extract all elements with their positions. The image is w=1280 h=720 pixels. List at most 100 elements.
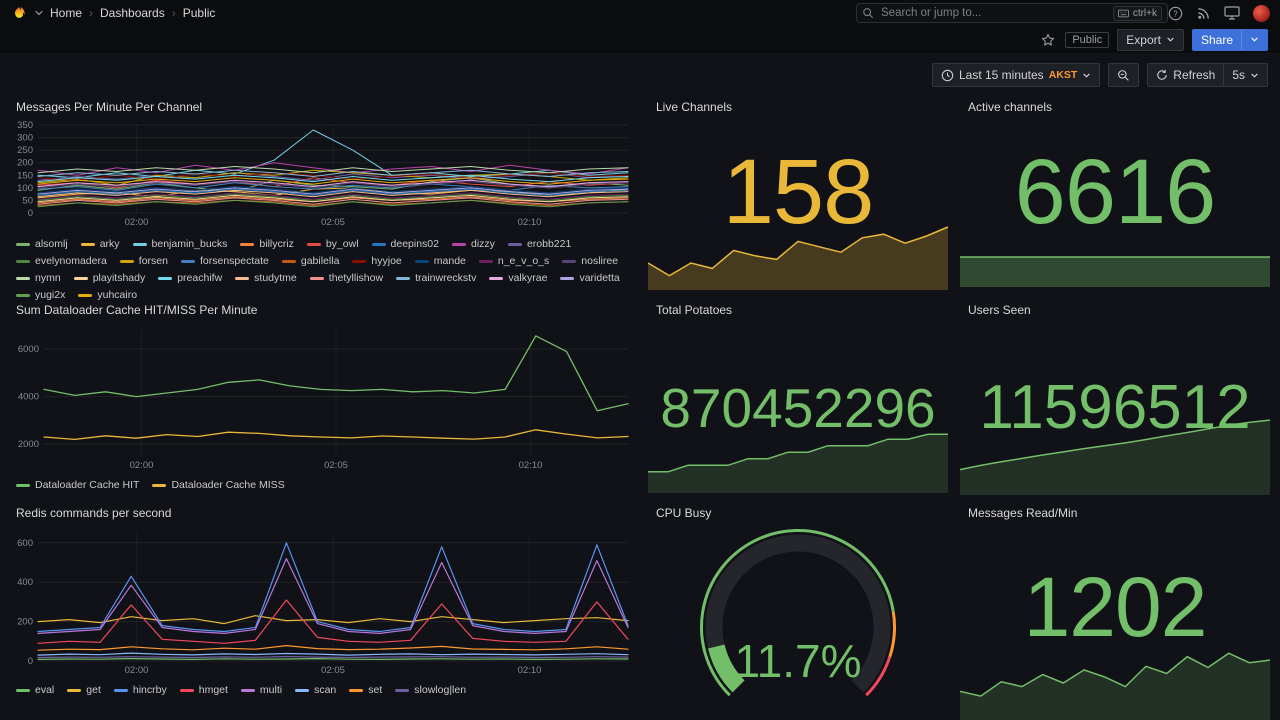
legend-label: dizzy [471, 238, 495, 250]
legend-item[interactable]: trainwreckstv [396, 271, 476, 285]
legend-item[interactable]: set [349, 683, 382, 697]
legend-item[interactable]: arky [80, 237, 120, 251]
chevron-down-icon [1167, 37, 1174, 42]
cpu-busy-value: 11.7% [734, 635, 862, 687]
monitor-icon[interactable] [1224, 6, 1240, 20]
public-tag[interactable]: Public [1065, 31, 1110, 48]
legend-item[interactable]: yugi2x [16, 288, 65, 302]
legend-swatch [180, 259, 195, 263]
legend-swatch [396, 276, 411, 280]
svg-text:50: 50 [22, 195, 33, 206]
legend-item[interactable]: billycriz [240, 237, 294, 251]
user-avatar[interactable] [1253, 4, 1270, 22]
dataloader-line-chart[interactable]: 2000 4000 6000 02:00 02:05 02:10 [8, 326, 636, 472]
legend-item[interactable]: playitshady [73, 271, 145, 285]
legend-item[interactable]: hincrby [113, 683, 167, 697]
legend-item[interactable]: nymn [16, 271, 61, 285]
svg-text:150: 150 [17, 170, 33, 181]
legend-label: eval [35, 684, 55, 696]
legend-item[interactable]: n_e_v_o_s [478, 254, 549, 268]
legend-item[interactable]: erobb221 [507, 237, 571, 251]
panel-users-seen: Users Seen 11596512 [960, 300, 1270, 496]
breadcrumb-public[interactable]: Public [182, 6, 216, 20]
legend-item[interactable]: slowlog|len [395, 683, 466, 697]
legend-item[interactable]: thetyllishow [309, 271, 383, 285]
svg-text:600: 600 [17, 538, 33, 549]
legend-label: studytme [254, 272, 297, 284]
breadcrumb-home[interactable]: Home [50, 6, 83, 20]
legend-item[interactable]: preachifw [158, 271, 222, 285]
panel-messages-per-minute: Messages Per Minute Per Channel 0 50 100 15… [8, 97, 636, 301]
share-button-group: Share [1191, 28, 1268, 51]
dataloader-legend: Dataloader Cache HIT Dataloader Cache MIS… [16, 478, 632, 492]
legend-swatch [73, 276, 88, 280]
legend-item[interactable]: deepins02 [371, 237, 439, 251]
legend-item[interactable]: yuhcairo [78, 288, 137, 302]
legend-item[interactable]: forsenspectate [180, 254, 269, 268]
legend-swatch [295, 688, 310, 692]
legend-item[interactable]: hyyjoe [352, 254, 402, 268]
rss-icon[interactable] [1196, 6, 1211, 21]
svg-text:400: 400 [17, 577, 33, 588]
legend-swatch [562, 259, 577, 263]
legend-item[interactable]: valkyrae [489, 271, 547, 285]
chevron-down-icon [1251, 37, 1258, 42]
legend-item[interactable]: varidetta [560, 271, 620, 285]
legend-item[interactable]: dizzy [452, 237, 495, 251]
legend-item[interactable]: hmget [179, 683, 228, 697]
legend-item[interactable]: Dataloader Cache HIT [16, 478, 139, 492]
help-icon[interactable]: ? [1168, 6, 1183, 21]
total-potatoes-sparkline [648, 433, 948, 493]
legend-item[interactable]: mande [414, 254, 466, 268]
legend-label: nosliree [581, 255, 619, 267]
legend-item[interactable]: forsen [119, 254, 168, 268]
breadcrumb-dashboards[interactable]: Dashboards [100, 6, 165, 20]
zoom-out-button[interactable] [1108, 63, 1140, 87]
grafana-logo-icon [15, 5, 25, 18]
legend-item[interactable]: scan [295, 683, 336, 697]
legend-item[interactable]: alsomlj [16, 237, 68, 251]
share-button[interactable]: Share [1191, 28, 1242, 51]
refresh-button[interactable]: Refresh [1147, 63, 1225, 87]
legend-label: forsenspectate [199, 255, 269, 267]
svg-text:300: 300 [17, 133, 33, 144]
legend-label: alsomlj [35, 238, 68, 250]
share-menu-button[interactable] [1241, 28, 1268, 51]
legend-swatch [352, 259, 367, 263]
refresh-interval-value: 5s [1232, 68, 1245, 82]
redis-line-chart[interactable]: 0 200 400 600 02:00 02:05 02:10 [8, 529, 636, 677]
panel-title: Total Potatoes [656, 303, 733, 317]
time-range-picker[interactable]: Last 15 minutes AKST [931, 63, 1101, 87]
export-button[interactable]: Export [1117, 28, 1184, 51]
svg-text:02:10: 02:10 [518, 665, 542, 676]
search-box[interactable]: ctrl+k [856, 3, 1168, 23]
panel-title: Active channels [968, 100, 1053, 114]
legend-item[interactable]: studytme [235, 271, 297, 285]
messages-read-value: 1202 [1023, 560, 1208, 654]
legend-item[interactable]: evelynomadera [16, 254, 107, 268]
legend-label: evelynomadera [35, 255, 107, 267]
legend-item[interactable]: multi [240, 683, 282, 697]
panel-messages-read: Messages Read/Min 1202 [960, 503, 1270, 720]
legend-item[interactable]: by_owl [306, 237, 359, 251]
svg-text:2000: 2000 [18, 439, 39, 450]
legend-item[interactable]: gabilella [281, 254, 339, 268]
legend-item[interactable]: eval [16, 683, 54, 697]
grafana-logo-button[interactable] [10, 4, 28, 22]
legend-item[interactable]: Dataloader Cache MISS [152, 478, 285, 492]
legend-item[interactable]: benjamin_bucks [132, 237, 227, 251]
star-button[interactable] [1039, 31, 1057, 49]
svg-text:02:05: 02:05 [321, 665, 345, 676]
legend-swatch [16, 293, 30, 297]
export-label: Export [1126, 32, 1161, 47]
legend-swatch [281, 259, 296, 263]
legend-item[interactable]: get [67, 683, 101, 697]
panel-title: CPU Busy [656, 506, 712, 520]
refresh-interval-dropdown[interactable]: 5s [1223, 63, 1268, 87]
search-input[interactable] [879, 6, 1108, 20]
legend-item[interactable]: nosliree [562, 254, 618, 268]
chevron-down-icon[interactable] [34, 8, 44, 18]
redis-legend: eval get hincrby hmget multi scan set slowlog|l… [16, 683, 632, 697]
legend-label: hyyjoe [371, 255, 402, 267]
